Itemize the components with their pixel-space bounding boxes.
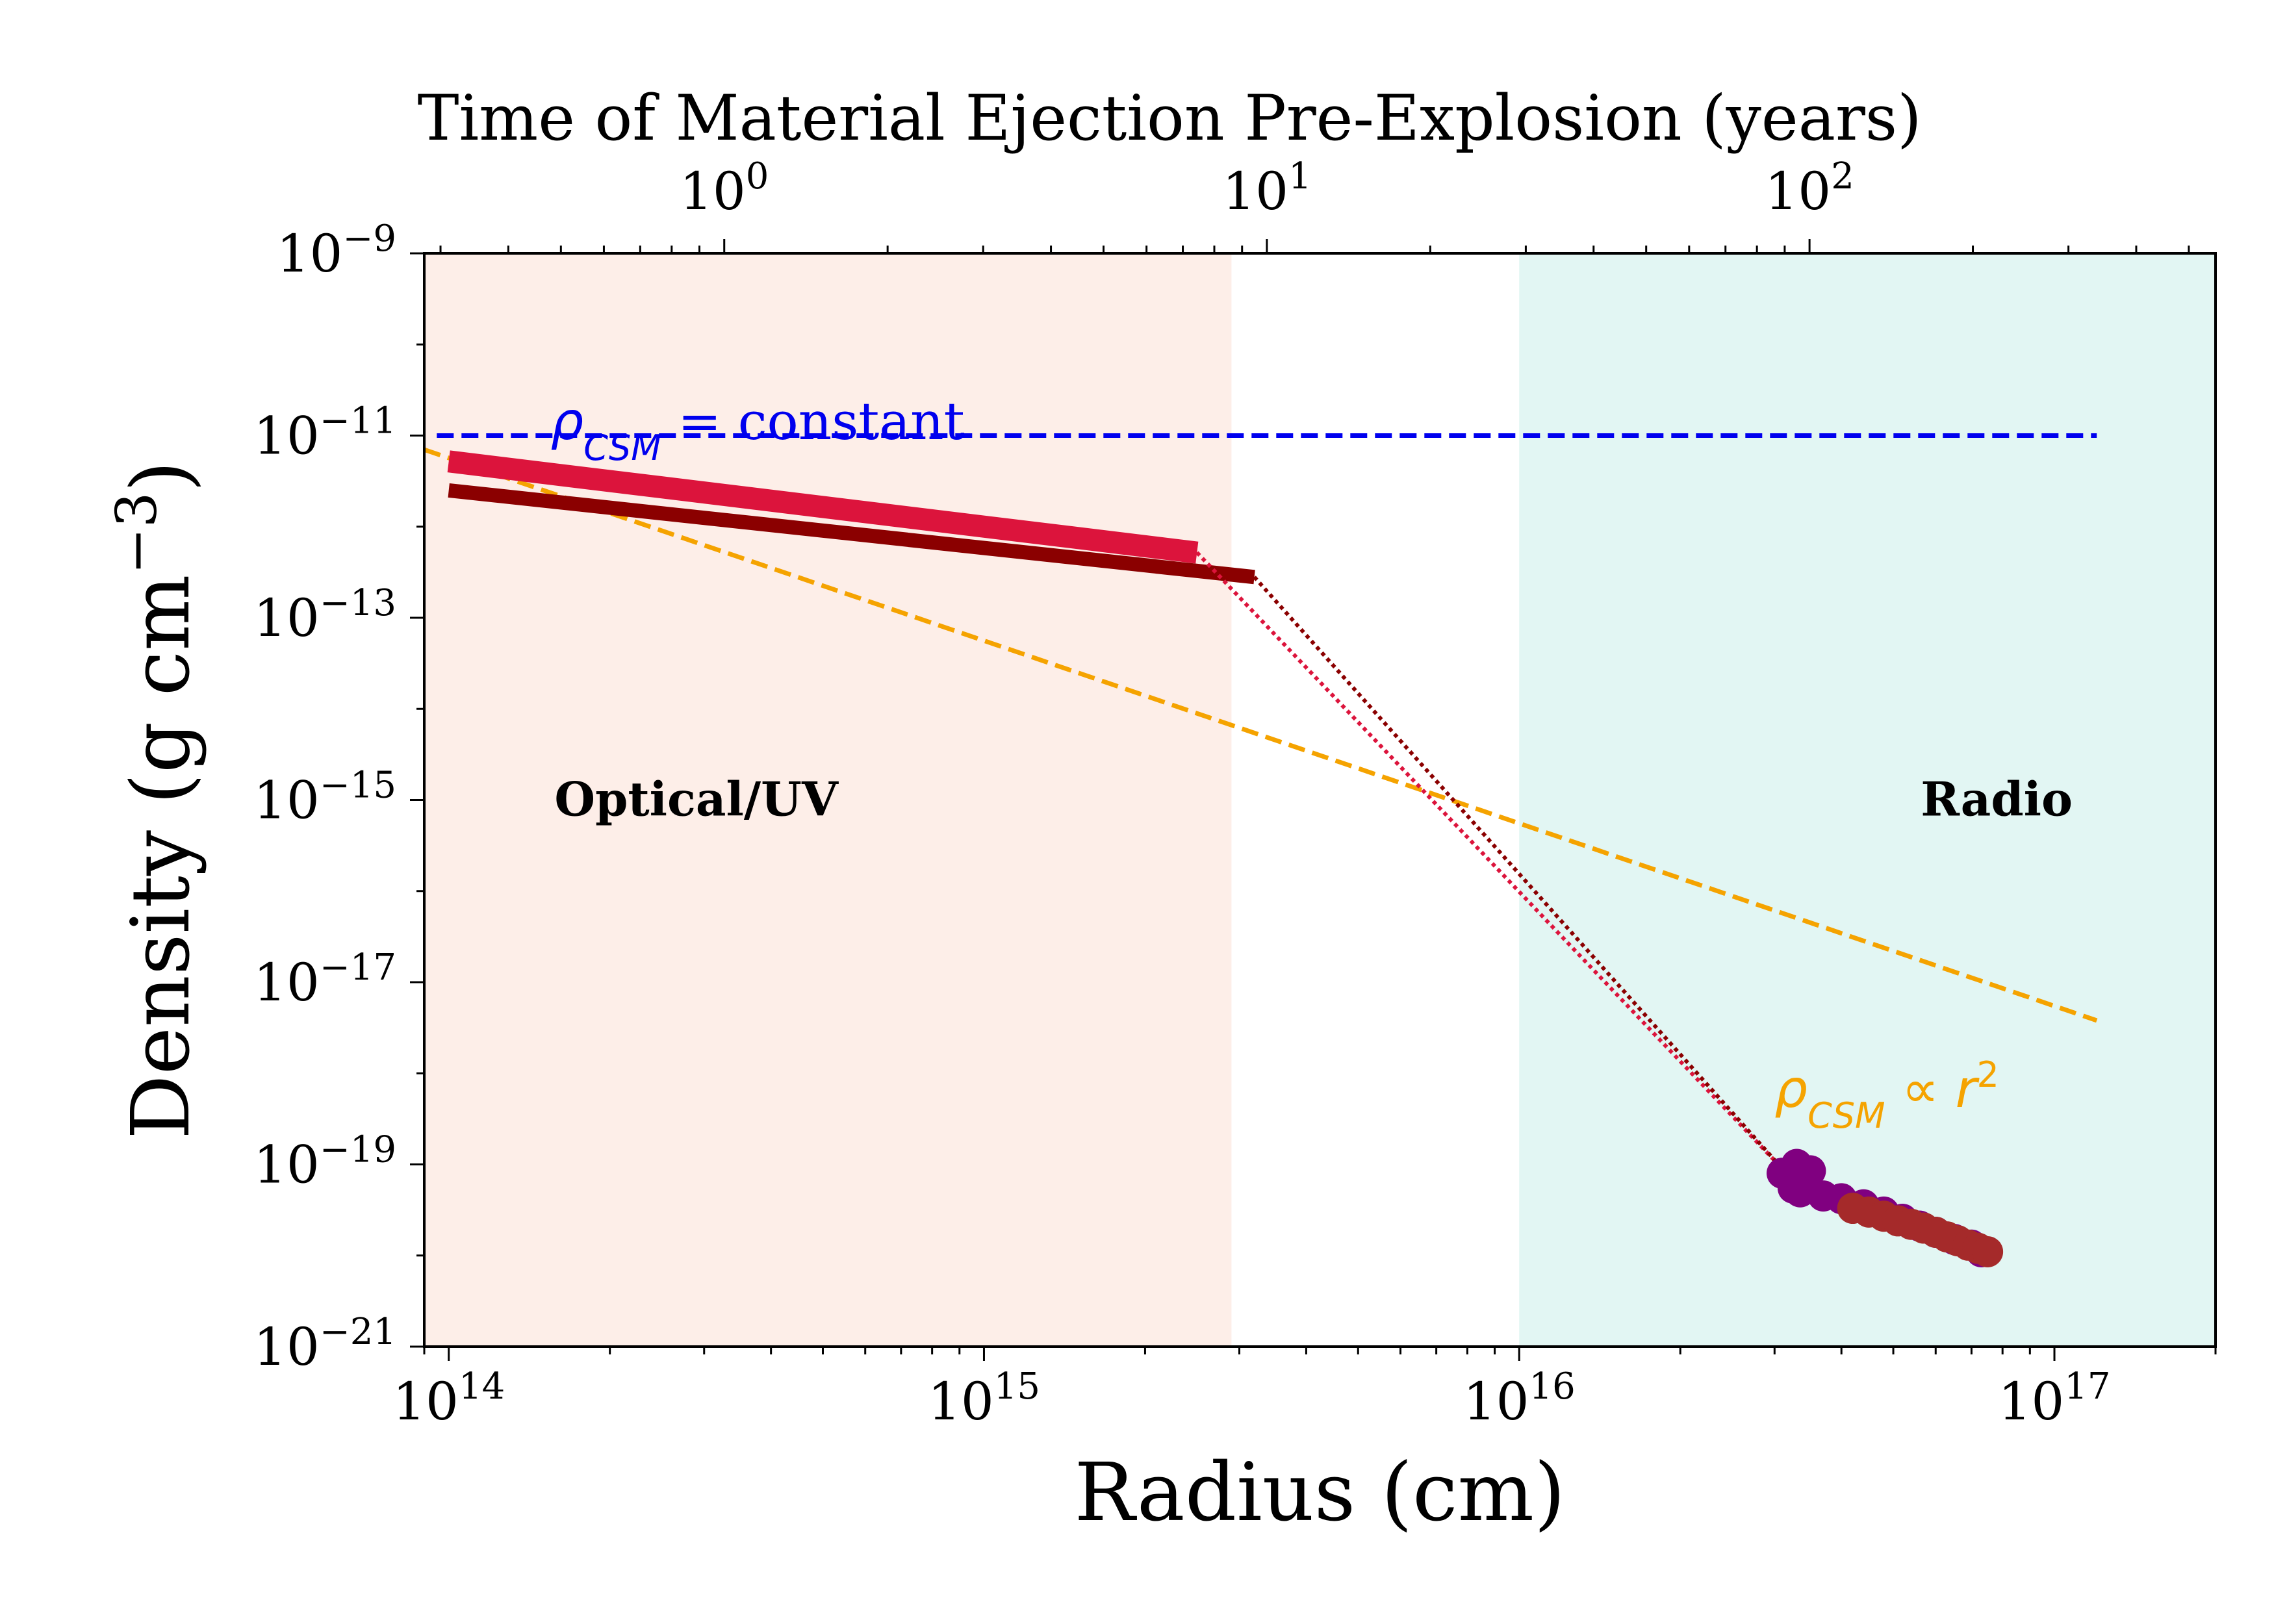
series-line-4 <box>1195 551 1784 1170</box>
x-tick-label-0: 1014 <box>392 1365 505 1432</box>
series-6-point-4 <box>1784 1176 1816 1208</box>
annotation-1: ρCSM ∝ r2 <box>1774 1054 1999 1136</box>
axis-ticks <box>410 239 2217 1361</box>
top-tick-label-1: 101 <box>1222 155 1311 222</box>
region-label-0: Optical/UV <box>554 772 839 827</box>
x-axis-label: Radius (cm) <box>1075 1446 1566 1540</box>
text-labels: Optical/UV Radio 1014 1015 1016 1017 10−9 10−11… <box>105 82 2111 1540</box>
series-line-3 <box>448 483 1255 585</box>
y-tick-label-2: 10−13 <box>253 582 396 649</box>
y-tick-label-5: 10−19 <box>253 1128 396 1195</box>
y-tick-label-0: 10−9 <box>277 218 396 285</box>
y-tick-label-3: 10−15 <box>253 764 396 831</box>
annotation-0: ρCSM = constant <box>550 391 964 468</box>
y-axis-label: Density (g cm−3) <box>105 461 208 1139</box>
series-7-point-11 <box>1972 1236 2004 1267</box>
y-tick-label-4: 10−17 <box>253 946 396 1013</box>
y-tick-label-1: 10−11 <box>253 400 396 466</box>
x-tick-label-2: 1016 <box>1463 1365 1576 1432</box>
region-band-1 <box>1519 253 2216 1347</box>
y-tick-label-6: 10−21 <box>253 1311 396 1378</box>
series-line-1 <box>424 447 2098 1023</box>
region-label-1: Radio <box>1921 772 2073 827</box>
top-tick-label-2: 102 <box>1765 155 1854 222</box>
top-axis-label: Time of Material Ejection Pre-Explosion … <box>417 82 1921 155</box>
data-series <box>424 433 2098 1267</box>
top-tick-label-0: 100 <box>680 155 769 222</box>
x-tick-label-1: 1015 <box>928 1365 1040 1432</box>
region-band-0 <box>424 253 1232 1347</box>
x-tick-label-3: 1017 <box>1998 1365 2110 1432</box>
series-line-2 <box>447 450 1199 564</box>
